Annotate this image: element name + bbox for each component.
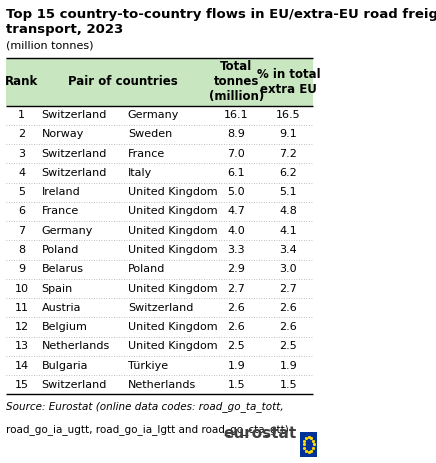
Text: 7.0: 7.0 (228, 149, 245, 159)
Text: 2.6: 2.6 (279, 322, 297, 332)
Text: Rank: Rank (5, 75, 38, 88)
Text: Poland: Poland (41, 245, 79, 255)
Text: 9.1: 9.1 (279, 130, 297, 139)
Text: Switzerland: Switzerland (41, 168, 107, 178)
Text: 2.6: 2.6 (279, 303, 297, 313)
Text: Switzerland: Switzerland (41, 110, 107, 120)
Text: Norway: Norway (41, 130, 84, 139)
Text: United Kingdom: United Kingdom (128, 187, 218, 197)
Text: 1.9: 1.9 (228, 361, 245, 370)
Text: road_go_ia_ugtt, road_go_ia_lgtt and road_go_cta_gtt): road_go_ia_ugtt, road_go_ia_lgtt and roa… (7, 424, 289, 435)
Text: 6.2: 6.2 (279, 168, 297, 178)
Text: 10: 10 (14, 283, 29, 294)
Text: Switzerland: Switzerland (41, 380, 107, 390)
Text: 4.0: 4.0 (228, 226, 245, 236)
Text: Germany: Germany (128, 110, 179, 120)
Text: 6: 6 (18, 206, 25, 217)
Text: 3.0: 3.0 (279, 264, 297, 274)
Text: 16.5: 16.5 (276, 110, 301, 120)
Text: 15: 15 (14, 380, 29, 390)
Text: 4.7: 4.7 (228, 206, 245, 217)
Text: Türkiye: Türkiye (128, 361, 168, 370)
Text: Source: Eurostat (online data codes: road_go_ta_tott,: Source: Eurostat (online data codes: roa… (7, 401, 284, 413)
Text: eurostat: eurostat (224, 426, 297, 441)
Text: United Kingdom: United Kingdom (128, 245, 218, 255)
Text: Spain: Spain (41, 283, 73, 294)
Text: United Kingdom: United Kingdom (128, 341, 218, 351)
Text: Top 15 country-to-country flows in EU/extra-EU road freight
transport, 2023: Top 15 country-to-country flows in EU/ex… (7, 8, 436, 36)
Text: Ireland: Ireland (41, 187, 80, 197)
Text: France: France (41, 206, 79, 217)
Text: 1: 1 (18, 110, 25, 120)
Text: Italy: Italy (128, 168, 152, 178)
Text: 1.9: 1.9 (279, 361, 297, 370)
Text: 5.1: 5.1 (279, 187, 297, 197)
Text: 1.5: 1.5 (228, 380, 245, 390)
Text: 1.5: 1.5 (279, 380, 297, 390)
Text: Netherlands: Netherlands (41, 341, 110, 351)
Text: United Kingdom: United Kingdom (128, 283, 218, 294)
Text: Netherlands: Netherlands (128, 380, 196, 390)
Text: 8.9: 8.9 (228, 130, 245, 139)
Text: 9: 9 (18, 264, 25, 274)
Text: 2.7: 2.7 (279, 283, 297, 294)
Bar (300, 432, 317, 457)
Text: Sweden: Sweden (128, 130, 172, 139)
Text: Austria: Austria (41, 303, 81, 313)
Text: 2.5: 2.5 (228, 341, 245, 351)
Text: 4.1: 4.1 (279, 226, 297, 236)
Text: % in total
extra EU: % in total extra EU (256, 68, 320, 96)
Text: (million tonnes): (million tonnes) (7, 41, 94, 51)
Text: 2.7: 2.7 (228, 283, 245, 294)
Text: United Kingdom: United Kingdom (128, 206, 218, 217)
Text: 4: 4 (18, 168, 25, 178)
Text: 7.2: 7.2 (279, 149, 297, 159)
Text: 2: 2 (18, 130, 25, 139)
Text: 5: 5 (18, 187, 25, 197)
Text: 14: 14 (14, 361, 29, 370)
Text: Bulgaria: Bulgaria (41, 361, 88, 370)
Text: 4.8: 4.8 (279, 206, 297, 217)
Text: 2.6: 2.6 (228, 322, 245, 332)
Text: 3.3: 3.3 (228, 245, 245, 255)
Text: Switzerland: Switzerland (128, 303, 193, 313)
Text: Germany: Germany (41, 226, 93, 236)
Text: 8: 8 (18, 245, 25, 255)
Text: 6.1: 6.1 (228, 168, 245, 178)
Text: Belarus: Belarus (41, 264, 84, 274)
Text: 13: 13 (14, 341, 29, 351)
Text: 3.4: 3.4 (279, 245, 297, 255)
Text: 16.1: 16.1 (224, 110, 249, 120)
Text: 5.0: 5.0 (228, 187, 245, 197)
Text: 2.6: 2.6 (228, 303, 245, 313)
Text: United Kingdom: United Kingdom (128, 226, 218, 236)
Text: France: France (128, 149, 165, 159)
Text: Switzerland: Switzerland (41, 149, 107, 159)
Text: United Kingdom: United Kingdom (128, 322, 218, 332)
Text: Total
tonnes
(million): Total tonnes (million) (209, 60, 264, 103)
Text: 7: 7 (18, 226, 25, 236)
Text: Belgium: Belgium (41, 322, 87, 332)
Text: Pair of countries: Pair of countries (68, 75, 178, 88)
Text: 3: 3 (18, 149, 25, 159)
Text: 2.5: 2.5 (279, 341, 297, 351)
Bar (7, 58, 313, 106)
Text: 11: 11 (14, 303, 29, 313)
Text: 2.9: 2.9 (228, 264, 245, 274)
Text: Poland: Poland (128, 264, 165, 274)
Text: 12: 12 (14, 322, 29, 332)
